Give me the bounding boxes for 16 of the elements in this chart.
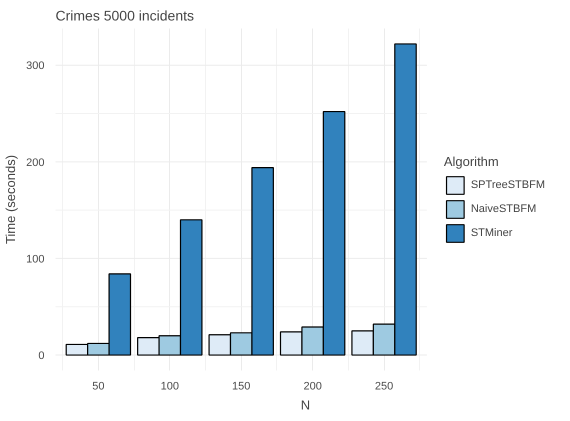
y-tick-label: 0 [38,350,45,362]
y-tick-label: 200 [26,156,45,169]
x-axis-title: N [300,398,310,412]
y-tick-label: 300 [26,60,45,72]
legend-label: NaiveSTBFM [470,203,536,215]
legend-label: STMiner [470,227,512,239]
legend-title: Algorithm [444,154,500,169]
x-tick-label: 250 [374,380,394,392]
x-tick-label: 200 [303,380,322,392]
x-tick-label: 100 [160,380,179,392]
legend-label: SPTreeSTBFM [470,179,545,191]
x-tick-label: 150 [232,380,250,392]
chart-title: Crimes 5000 incidents [56,8,194,24]
y-tick-label: 100 [26,253,45,266]
y-axis-title: Time (seconds) [3,154,18,244]
x-tick-label: 50 [92,380,104,392]
